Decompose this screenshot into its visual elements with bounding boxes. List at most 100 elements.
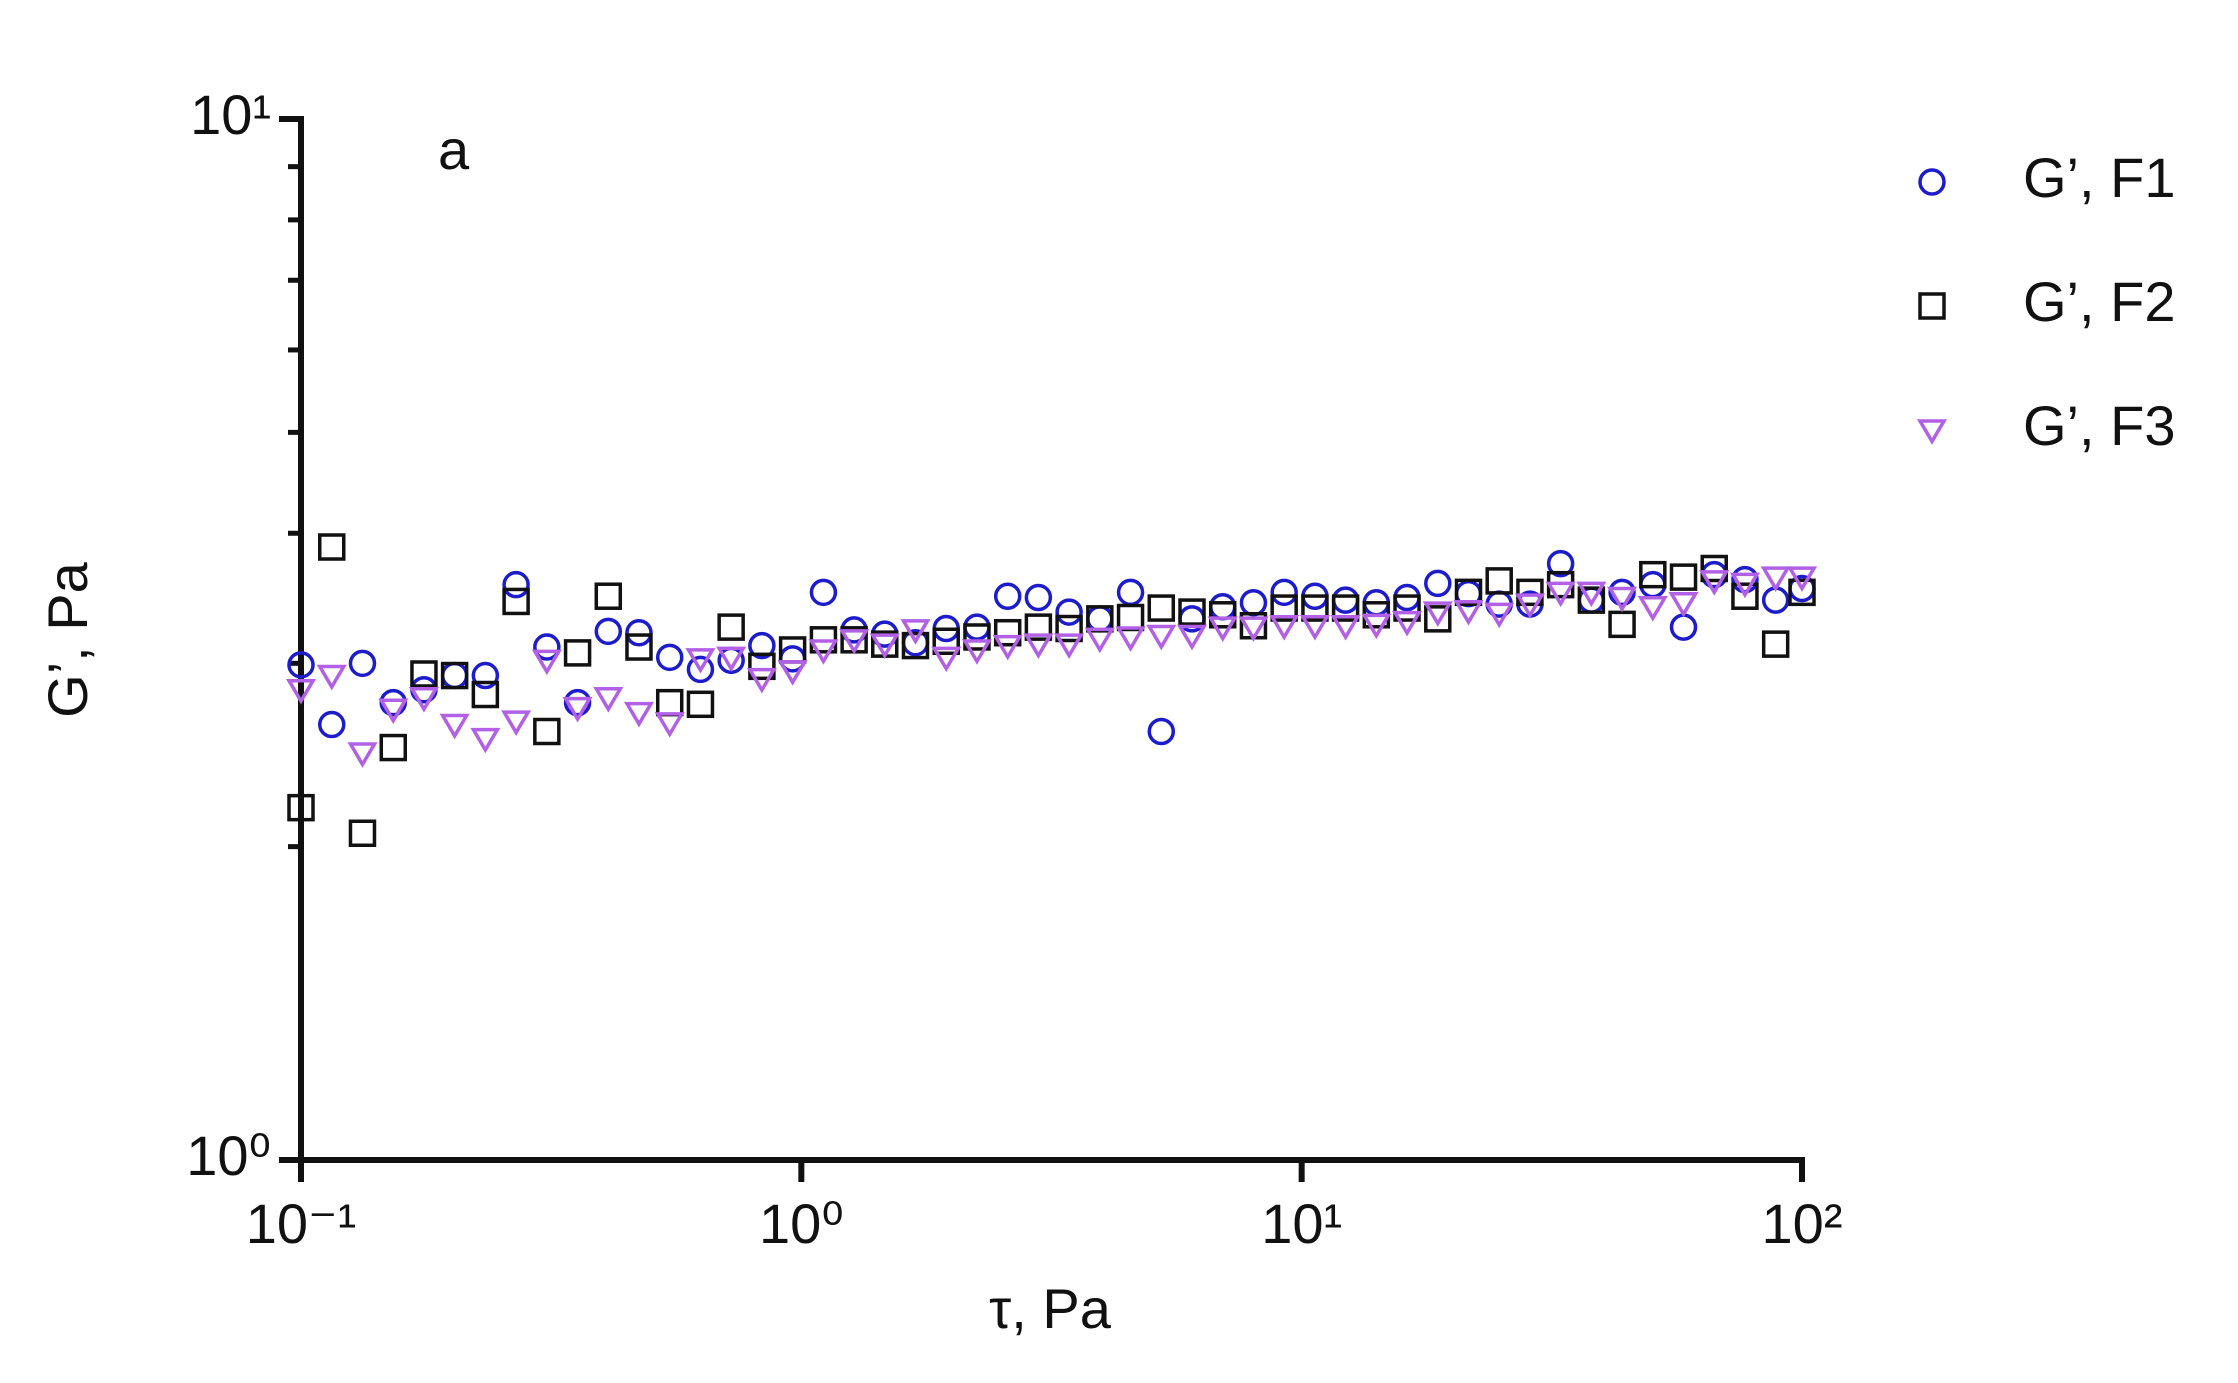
- data-point: [1331, 594, 1360, 622]
- data-point: [531, 649, 562, 676]
- data-point: [1668, 592, 1699, 618]
- data-point: [1669, 613, 1698, 641]
- data-point: [1424, 605, 1452, 633]
- data-point: [1361, 613, 1392, 640]
- legend-marker: [1918, 168, 1946, 196]
- data-point: [1514, 593, 1545, 619]
- data-point: [1208, 592, 1237, 621]
- data-point: [1024, 583, 1053, 612]
- data-point: [748, 652, 776, 681]
- data-point: [379, 688, 408, 717]
- data-point: [502, 587, 530, 616]
- x-axis-label: τ, Pa: [989, 1277, 1112, 1340]
- data-point: [501, 710, 532, 736]
- data-point: [1115, 626, 1146, 652]
- data-point: [563, 688, 592, 717]
- data-point: [1023, 633, 1054, 659]
- data-point: [1146, 624, 1177, 651]
- panel-label: a: [438, 118, 470, 181]
- data-point: [716, 646, 747, 673]
- data-point: [1086, 605, 1114, 633]
- data-point: [562, 696, 593, 723]
- data-point: [625, 633, 653, 661]
- data-point: [1639, 570, 1667, 599]
- data-point: [1055, 614, 1083, 643]
- data-point: [1516, 578, 1544, 607]
- data-point: [625, 618, 653, 647]
- data-point: [533, 633, 561, 661]
- data-point: [1116, 603, 1145, 632]
- y-axis-label: G’, Pa: [36, 561, 99, 717]
- data-point: [348, 649, 377, 678]
- data-point: [777, 660, 808, 686]
- data-point: [1788, 578, 1816, 607]
- data-point: [655, 688, 684, 717]
- data-point: [440, 661, 469, 690]
- data-point: [1238, 616, 1269, 642]
- data-point: [1331, 586, 1360, 614]
- data-point: [285, 678, 317, 705]
- data-point: [594, 617, 623, 646]
- data-point: [1760, 566, 1791, 592]
- data-point: [1607, 586, 1638, 613]
- data-point: [685, 648, 716, 674]
- data-point: [410, 660, 438, 688]
- data-point: [623, 701, 655, 728]
- data-point: [1731, 582, 1759, 610]
- data-point: [347, 742, 378, 768]
- data-point: [1729, 572, 1761, 599]
- data-point: [1176, 624, 1208, 651]
- data-point: [1453, 599, 1484, 626]
- legend-label: G’, F2: [2023, 270, 2175, 333]
- data-point: [378, 698, 409, 725]
- data-point: [1116, 578, 1145, 607]
- data-point: [901, 631, 930, 660]
- data-point: [1054, 633, 1085, 659]
- data-point: [1699, 570, 1730, 596]
- data-point: [1270, 578, 1298, 607]
- data-point: [1546, 549, 1575, 578]
- data-point: [502, 570, 530, 599]
- data-point: [439, 713, 470, 740]
- data-point: [1024, 613, 1053, 641]
- data-point: [808, 639, 839, 665]
- data-point: [655, 643, 684, 672]
- data-point: [1084, 627, 1115, 654]
- data-point: [1147, 717, 1176, 746]
- data-point: [1637, 595, 1668, 622]
- data-point: [593, 686, 624, 713]
- data-point: [654, 712, 685, 738]
- data-point: [1055, 598, 1083, 626]
- legend-marker: [1918, 292, 1946, 320]
- data-point: [1608, 578, 1636, 607]
- x-tick-label: 10¹: [1261, 1192, 1342, 1255]
- y-tick-label: 10⁰: [186, 1124, 271, 1187]
- data-point: [1239, 589, 1268, 617]
- data-point: [1454, 578, 1483, 607]
- data-point: [717, 613, 745, 641]
- data-point: [686, 655, 715, 684]
- data-point: [839, 629, 870, 655]
- data-point: [1270, 594, 1298, 622]
- legend-label: G’, F3: [2023, 394, 2175, 457]
- data-point: [961, 639, 993, 665]
- y-tick-label: 10¹: [190, 83, 271, 146]
- data-point: [1299, 614, 1331, 641]
- data-point: [1786, 566, 1818, 592]
- data-point: [533, 717, 561, 746]
- data-point: [963, 613, 991, 641]
- data-point: [471, 680, 500, 709]
- data-point: [1208, 601, 1237, 629]
- data-point: [869, 633, 900, 659]
- data-point: [993, 582, 1022, 610]
- data-point: [1608, 610, 1636, 639]
- data-point: [1700, 554, 1728, 583]
- data-point: [1545, 581, 1576, 608]
- data-point: [1207, 616, 1238, 642]
- data-point: [470, 727, 501, 754]
- data-point: [1639, 560, 1667, 589]
- data-point: [440, 661, 469, 690]
- data-point: [317, 533, 346, 561]
- data-point: [287, 651, 315, 679]
